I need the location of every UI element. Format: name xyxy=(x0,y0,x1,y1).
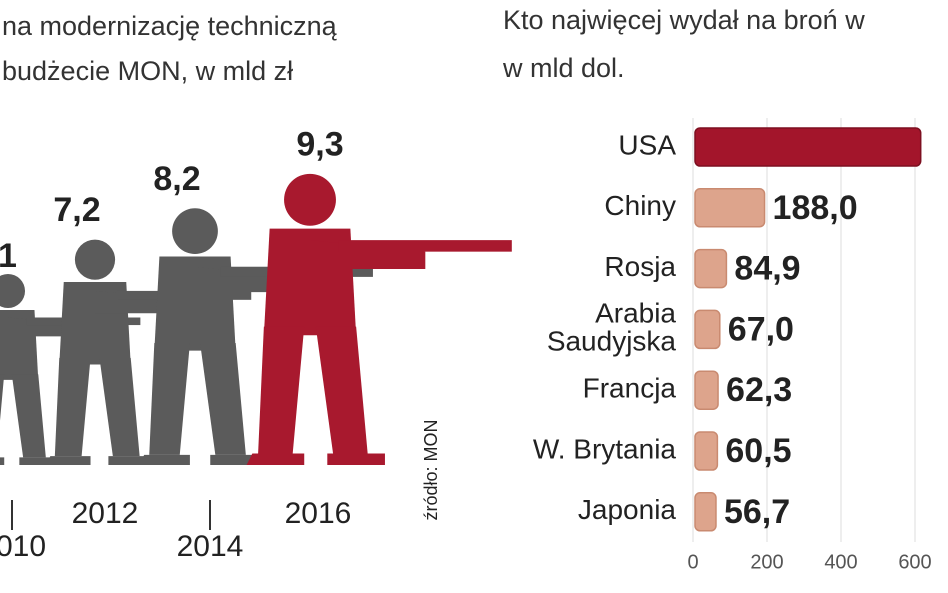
bar xyxy=(694,127,922,167)
value-label: 8,2 xyxy=(153,160,200,198)
bar xyxy=(694,309,721,350)
y-tick-label: USA xyxy=(618,129,676,160)
value-label: 84,9 xyxy=(734,250,800,288)
soldier-part xyxy=(338,240,512,252)
y-tick-label: Arabia Saudyjska xyxy=(547,298,677,357)
soldier-part xyxy=(99,357,140,457)
soldier xyxy=(246,173,512,465)
chart-title: Kto najwięcej wydał na broń w xyxy=(503,5,865,35)
x-tick-label: 0 xyxy=(687,551,698,573)
soldier-part xyxy=(246,453,305,465)
value-label: 56,7 xyxy=(724,493,790,531)
soldier-part xyxy=(54,357,91,457)
x-tick-label: 2014 xyxy=(177,530,244,563)
y-tick-label: Chiny xyxy=(604,190,676,221)
x-tick-label: 200 xyxy=(750,551,783,573)
bar xyxy=(694,370,719,410)
value-label: 62,3 xyxy=(726,371,792,409)
soldier-part xyxy=(172,208,218,255)
bar xyxy=(694,248,728,289)
chart-title: budżecie MON, w mld zł xyxy=(2,56,293,86)
y-tick-label: Francja xyxy=(583,373,677,404)
soldier-part xyxy=(284,173,336,226)
soldier-part xyxy=(45,456,91,465)
source: źródło: MON xyxy=(421,419,441,520)
soldier-part xyxy=(258,326,305,454)
value-label: 67,0 xyxy=(728,310,794,348)
value-label: 9,3 xyxy=(296,126,343,164)
soldier-part xyxy=(149,342,190,455)
x-tick-label: 400 xyxy=(824,551,857,573)
value-label: 1 xyxy=(0,237,17,275)
x-tick-label: 2016 xyxy=(285,497,352,530)
soldier-part xyxy=(315,326,368,454)
bar xyxy=(694,188,766,228)
chart-title: na modernizację techniczną xyxy=(2,11,338,41)
y-tick-label: Rosja xyxy=(604,251,676,282)
soldier-part xyxy=(200,342,246,455)
soldier-part xyxy=(74,239,116,280)
soldier-part xyxy=(139,454,190,465)
bar xyxy=(694,492,717,532)
soldier-part xyxy=(0,457,5,465)
y-tick-label: Japonia xyxy=(578,494,677,525)
soldier-part xyxy=(0,374,5,421)
chart-title: w mld dol. xyxy=(502,53,625,83)
soldier-part xyxy=(327,453,385,465)
y-tick-label: W. Brytania xyxy=(533,433,677,464)
soldier-part xyxy=(0,274,26,309)
x-tick-label: 600 xyxy=(898,551,931,573)
x-tick-label: 2012 xyxy=(72,497,139,530)
soldier xyxy=(139,208,373,465)
x-tick-label: 010 xyxy=(0,530,46,563)
value-label: 60,5 xyxy=(725,432,791,470)
value-label: 7,2 xyxy=(53,191,100,229)
soldier-part xyxy=(11,374,46,458)
value-label: 188,0 xyxy=(773,189,858,227)
bar xyxy=(694,431,719,471)
